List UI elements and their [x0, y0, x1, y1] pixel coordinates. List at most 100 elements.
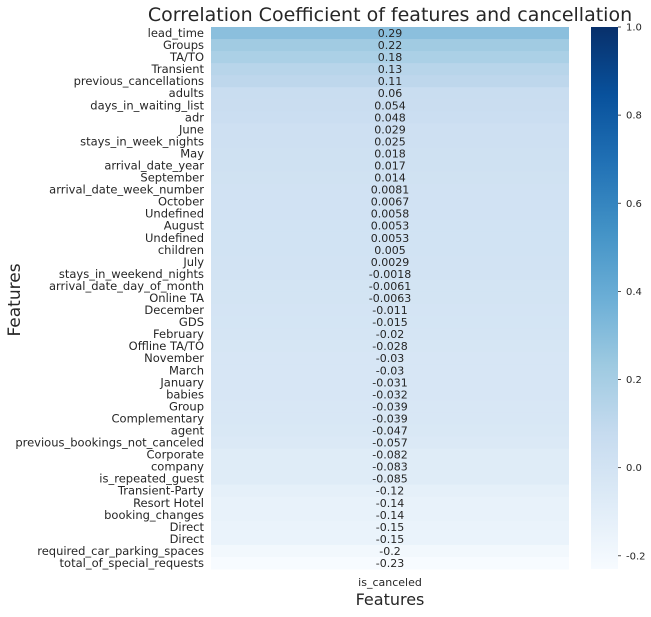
row-label: Transient-Party — [117, 484, 204, 498]
row-label: lead_time — [148, 26, 204, 40]
row-label: required_car_parking_spaces — [37, 544, 204, 558]
heatmap-cell — [211, 183, 569, 197]
chart-title: Correlation Coefficient of features and … — [148, 4, 632, 26]
row-label: adr — [185, 110, 204, 124]
heatmap-cells — [211, 27, 569, 570]
heatmap-cell — [211, 328, 569, 341]
heatmap-cell — [211, 87, 569, 100]
row-label: September — [140, 171, 204, 185]
row-label: stays_in_weekend_nights — [59, 267, 204, 281]
heatmap-cell — [211, 376, 569, 389]
row-label: Online TA — [149, 291, 204, 305]
cell-value-label: -0.039 — [372, 412, 407, 425]
colorbar-tick-label: 1.0 — [626, 23, 642, 34]
heatmap-cell — [211, 340, 569, 353]
heatmap-cell — [211, 195, 569, 209]
row-label: Groups — [163, 38, 204, 52]
cell-value-label: -0.12 — [376, 485, 404, 498]
cell-value-label: 0.18 — [378, 51, 403, 64]
y-axis-label: Features — [5, 263, 25, 336]
colorbar-tick-label: -0.2 — [626, 551, 646, 562]
cell-value-label: -0.03 — [376, 364, 404, 377]
row-label: arrival_date_day_of_month — [49, 279, 204, 293]
heatmap-cell — [211, 556, 569, 570]
x-tick-label: is_canceled — [358, 576, 422, 589]
colorbar-tick-label: 0.2 — [626, 375, 642, 386]
heatmap-cell — [211, 316, 569, 329]
heatmap-cell — [211, 207, 569, 221]
row-label: Transient — [151, 62, 205, 76]
row-label: December — [144, 303, 204, 317]
cell-value-label: 0.0029 — [371, 256, 410, 269]
cell-value-label: -0.083 — [372, 461, 407, 474]
cell-value-label: 0.048 — [374, 111, 406, 124]
colorbar — [591, 27, 618, 569]
cell-value-label: -0.14 — [376, 497, 404, 510]
row-label: previous_bookings_not_canceled — [15, 436, 204, 450]
heatmap-cell — [211, 231, 569, 245]
row-label: agent — [171, 423, 205, 437]
colorbar-tick-label: 0.4 — [626, 287, 642, 298]
cell-value-label: 0.017 — [374, 160, 406, 173]
heatmap-cell — [211, 448, 569, 462]
row-label: Offline TA/TO — [129, 339, 204, 353]
colorbar-tick-label: 0.6 — [626, 199, 642, 210]
row-label: November — [144, 351, 204, 365]
cell-value-label: 0.29 — [378, 27, 403, 40]
heatmap-cell — [211, 111, 569, 124]
heatmap-cell — [211, 27, 569, 40]
heatmap-cell — [211, 39, 569, 52]
heatmap-cell — [211, 123, 569, 136]
row-label: Group — [169, 399, 204, 413]
cell-value-label: 0.029 — [374, 123, 406, 136]
row-label: Undefined — [145, 231, 204, 245]
row-label: Corporate — [147, 448, 205, 462]
row-label: Direct — [170, 532, 205, 546]
heatmap-cell — [211, 520, 569, 534]
heatmap-cell — [211, 412, 569, 425]
cell-value-label: -0.03 — [376, 352, 404, 365]
cell-value-label: -0.0063 — [369, 292, 411, 305]
row-label: June — [178, 122, 204, 136]
heatmap-cell — [211, 484, 569, 498]
cell-value-label: 0.13 — [378, 63, 403, 76]
cell-value-label: -0.015 — [372, 316, 407, 329]
colorbar-ticks: 1.0 0.8 0.6 0.4 0.2 0.0 -0.2 — [618, 23, 646, 562]
heatmap-cell — [211, 436, 569, 450]
cell-value-label: -0.047 — [372, 424, 407, 437]
cell-value-label: -0.0061 — [369, 280, 411, 293]
heatmap-cell — [211, 532, 569, 546]
row-label: arrival_date_year — [104, 159, 204, 173]
cell-value-label: -0.15 — [376, 521, 404, 534]
heatmap-cell — [211, 135, 569, 148]
row-label: booking_changes — [104, 508, 204, 522]
cell-value-label: 0.054 — [374, 99, 406, 112]
heatmap-cell — [211, 388, 569, 401]
heatmap-cell — [211, 424, 569, 438]
cell-value-label: -0.011 — [372, 304, 407, 317]
row-label: children — [158, 243, 204, 257]
cell-value-label: -0.14 — [376, 509, 404, 522]
row-label: Complementary — [112, 411, 205, 425]
row-label: days_in_waiting_list — [90, 98, 204, 112]
row-label: GDS — [179, 315, 204, 329]
cell-value-label: 0.0053 — [371, 232, 410, 245]
heatmap-cell — [211, 508, 569, 522]
cell-value-label: -0.082 — [372, 449, 407, 462]
heatmap-cell — [211, 304, 569, 317]
cell-value-label: 0.025 — [374, 135, 406, 148]
row-label: company — [151, 460, 204, 474]
cell-value-label: -0.039 — [372, 400, 407, 413]
heatmap-cell — [211, 400, 569, 413]
row-label: August — [164, 219, 205, 233]
colorbar-tick-label: 0.8 — [626, 111, 642, 122]
cell-value-label: 0.0058 — [371, 208, 410, 221]
row-label: May — [180, 146, 204, 160]
cell-value-label: 0.22 — [378, 39, 403, 52]
row-label: October — [158, 195, 204, 209]
heatmap-cell — [211, 352, 569, 365]
heatmap-cell — [211, 159, 569, 173]
heatmap-cell — [211, 255, 569, 269]
row-label: Resort Hotel — [133, 496, 204, 510]
row-label: is_repeated_guest — [99, 472, 204, 486]
